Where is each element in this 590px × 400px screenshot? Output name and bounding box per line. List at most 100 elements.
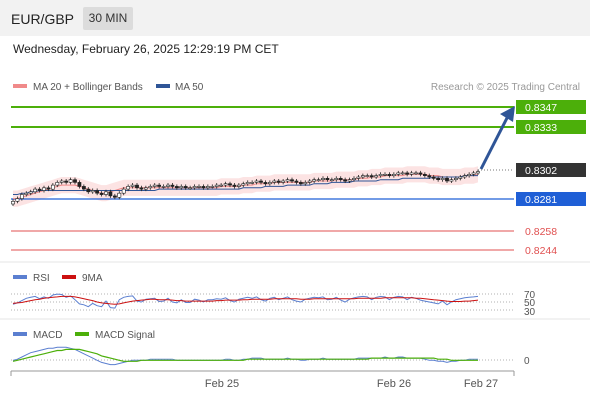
x-tick-feb-26: Feb 26 (377, 378, 411, 390)
candle (303, 182, 308, 185)
candle (383, 174, 387, 176)
candle (232, 184, 237, 187)
legend-macd-label: MACD (33, 330, 62, 341)
candle (11, 201, 15, 205)
candle (214, 184, 219, 187)
legend-swatch-macd (13, 332, 27, 336)
rsi-level-50: 50 (524, 298, 536, 309)
candle (440, 178, 445, 181)
macd-zero-label: 0 (524, 356, 530, 367)
candle (290, 179, 294, 182)
candle (228, 183, 232, 186)
candle (95, 190, 100, 194)
candle (68, 179, 73, 183)
candle (161, 186, 166, 188)
forecast-arrow (479, 115, 510, 170)
rsi-ma-line (12, 295, 479, 305)
candle (33, 188, 38, 193)
legend-swatch-ma20 (13, 84, 27, 88)
candle (183, 186, 188, 189)
candle (152, 184, 157, 187)
candle (347, 179, 352, 182)
level-label-1: 0.8333 (525, 122, 557, 134)
level-label-0: 0.8347 (525, 102, 557, 114)
candle (201, 186, 206, 189)
candle (237, 184, 241, 187)
candle (391, 174, 396, 177)
candle (175, 186, 179, 189)
candle (117, 192, 122, 198)
ma20-line (13, 173, 479, 200)
legend-swatch-rsi (13, 275, 27, 279)
candle (19, 194, 24, 199)
level-label-4: 0.8244 (525, 245, 557, 257)
candle (179, 186, 184, 189)
candle (307, 180, 312, 183)
legend-ma20-label: MA 20 + Bollinger Bands (33, 82, 143, 93)
chart-header: EUR/GBP 30 MIN (0, 0, 590, 36)
candle (436, 178, 441, 181)
candle (24, 192, 29, 195)
candle (422, 174, 427, 177)
rsi-level-70: 70 (524, 290, 536, 301)
candle (90, 190, 95, 193)
candle (148, 186, 153, 189)
candle (50, 184, 55, 190)
candle (104, 191, 108, 195)
candle (396, 172, 401, 175)
candle (135, 184, 139, 189)
legend-rsi-ma-label: 9MA (82, 273, 103, 284)
candle (338, 178, 343, 181)
candle (387, 174, 392, 177)
candle (267, 182, 272, 185)
candle (254, 180, 259, 183)
candle (166, 184, 170, 187)
candle (378, 174, 383, 177)
timeframe-button[interactable]: 30 MIN (83, 7, 133, 30)
candle (157, 184, 162, 187)
candle (369, 175, 374, 178)
candle (263, 182, 268, 185)
candle (64, 180, 69, 183)
candle (73, 179, 77, 183)
legend-swatch-rsi-ma (62, 275, 76, 279)
datetime-label: Wednesday, February 26, 2025 12:29:19 PM… (13, 42, 279, 56)
legend-macd-signal-label: MACD Signal (95, 330, 155, 341)
candle (250, 182, 255, 184)
candle (113, 195, 117, 198)
x-tick-feb-25: Feb 25 (205, 378, 239, 390)
candle (294, 180, 299, 183)
rsi-line (12, 293, 479, 309)
candle (467, 174, 472, 177)
candle (445, 178, 449, 182)
candle (82, 186, 86, 190)
rsi-level-30: 30 (524, 307, 536, 318)
candle (352, 178, 356, 181)
level-label-3: 0.8258 (525, 226, 557, 238)
forecast-arrow-head (500, 106, 515, 122)
candle (281, 180, 286, 183)
level-label-box-2 (516, 192, 586, 206)
candle (471, 172, 476, 175)
candle (59, 180, 64, 183)
candle (476, 171, 480, 174)
candle (37, 188, 42, 191)
candle (55, 182, 60, 186)
credit-label: Research © 2025 Trading Central (431, 82, 580, 93)
candle (409, 172, 414, 175)
candle (188, 187, 193, 190)
candle (453, 178, 458, 181)
candle (365, 175, 370, 177)
candle (126, 186, 131, 190)
legend-ma50-label: MA 50 (175, 82, 204, 93)
candle (42, 187, 46, 191)
ma50-line (13, 175, 478, 195)
candle (414, 172, 418, 175)
candle (223, 183, 228, 186)
candle (77, 182, 82, 187)
level-label-2: 0.8281 (525, 194, 557, 206)
level-label-box-1 (516, 120, 586, 134)
candle (321, 178, 325, 181)
macd-signal-line (12, 348, 478, 362)
candle (374, 175, 379, 178)
